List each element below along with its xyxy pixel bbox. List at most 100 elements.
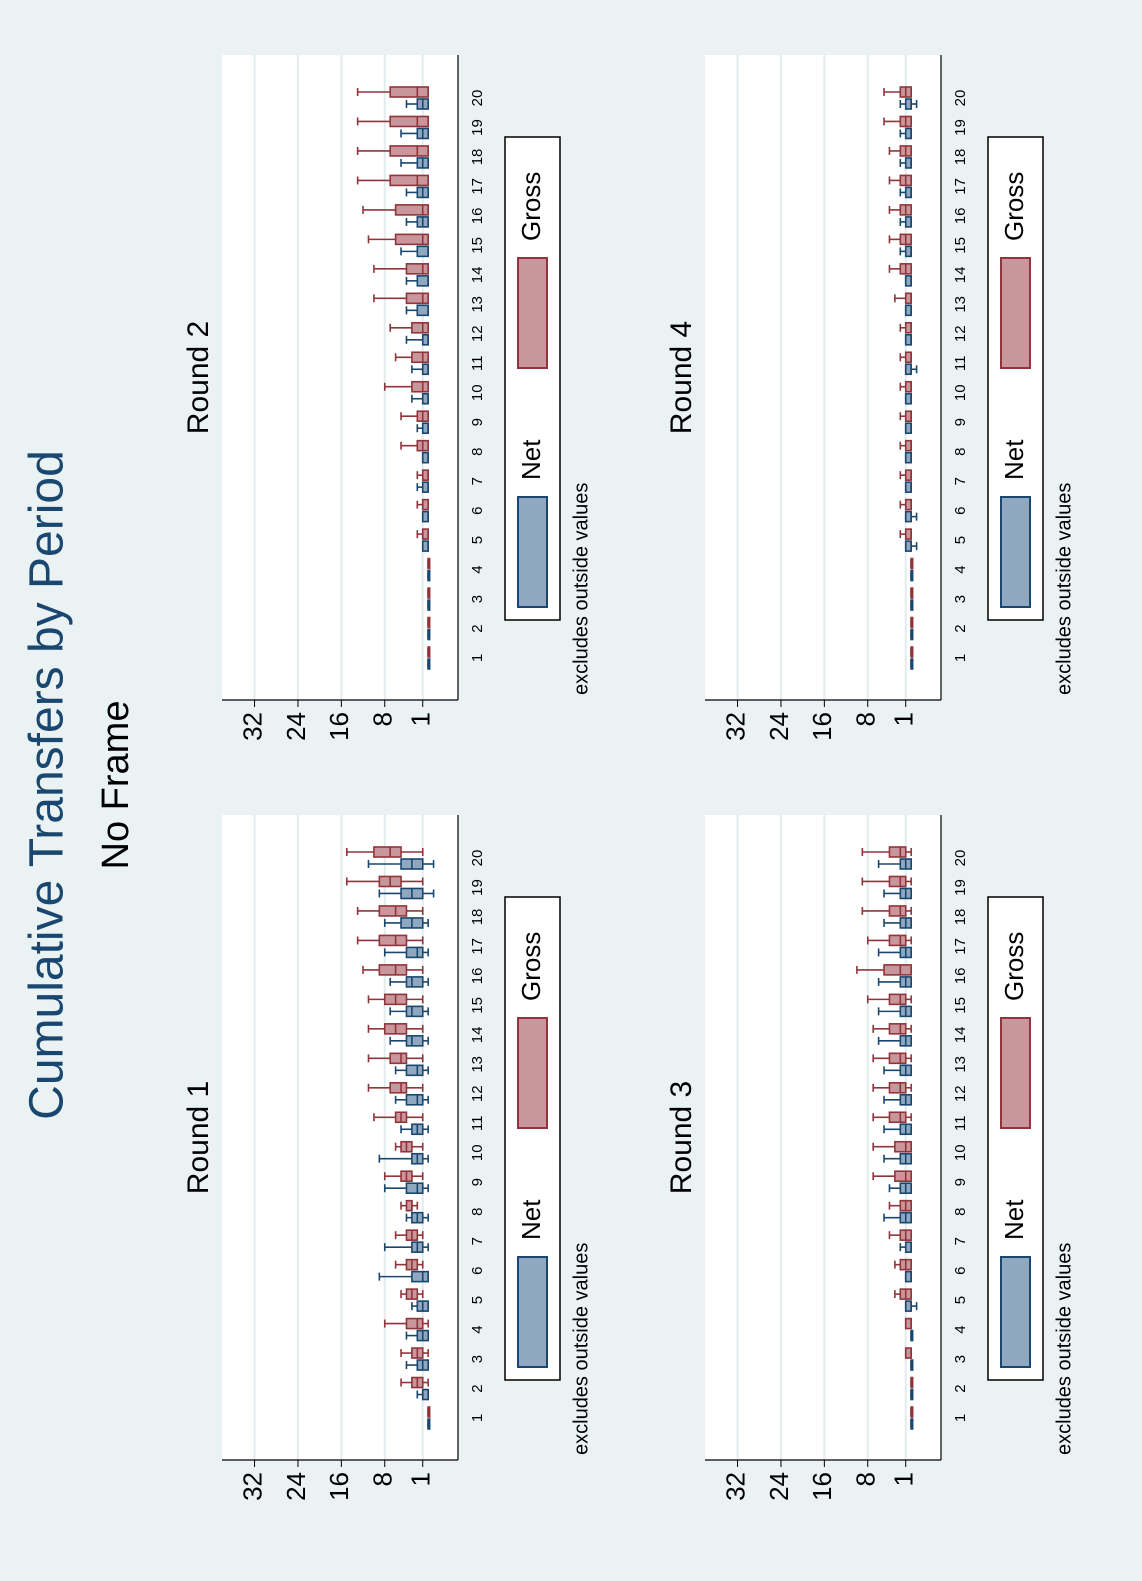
x-tick-label: 4 — [952, 565, 969, 573]
box — [904, 481, 912, 493]
note: excludes outside values — [1053, 1243, 1075, 1455]
y-tick-label: 32 — [237, 712, 267, 741]
x-tick-label: 10 — [952, 384, 969, 401]
x-tick-label: 4 — [469, 1325, 486, 1333]
x-tick-label: 17 — [469, 938, 486, 955]
box — [405, 946, 424, 959]
legend-swatch — [1000, 1256, 1031, 1368]
x-tick-label: 4 — [469, 565, 486, 573]
box — [416, 275, 429, 287]
x-tick-label: 14 — [469, 266, 486, 283]
plot-area — [222, 55, 458, 700]
x-tick-label: 9 — [952, 418, 969, 426]
box — [421, 1388, 429, 1401]
x-tick-label: 10 — [469, 1144, 486, 1161]
box — [378, 964, 408, 976]
y-tick-label: 32 — [720, 1472, 750, 1501]
x-tick-label: 18 — [469, 149, 486, 166]
x-tick-label: 5 — [952, 1296, 969, 1304]
box — [411, 351, 429, 364]
x-tick-label: 15 — [952, 237, 969, 254]
box — [904, 186, 912, 199]
x-tick-label: 7 — [469, 477, 486, 485]
box — [405, 976, 424, 988]
x-tick-label: 7 — [952, 1237, 969, 1245]
y-tick-label: 16 — [324, 712, 354, 741]
y-tick-label: 32 — [720, 712, 750, 741]
box — [904, 98, 912, 110]
legend-swatch — [517, 496, 548, 608]
x-tick-label: 1 — [469, 654, 486, 662]
legend-swatch — [517, 257, 548, 369]
box — [904, 245, 912, 258]
box — [904, 1300, 912, 1312]
x-tick-label: 1 — [952, 1414, 969, 1422]
x-tick-label: 6 — [469, 1266, 486, 1274]
box — [888, 934, 907, 947]
box — [405, 1199, 413, 1212]
box — [378, 934, 408, 947]
x-tick-label: 15 — [469, 237, 486, 254]
x-tick-label: 11 — [469, 355, 486, 371]
plot-area — [705, 815, 941, 1460]
x-tick-label: 10 — [952, 1144, 969, 1161]
box — [405, 1182, 424, 1195]
y-tick-label: 8 — [851, 1472, 881, 1486]
x-tick-label: 18 — [469, 909, 486, 926]
x-tick-label: 19 — [469, 879, 486, 896]
x-tick-label: 8 — [469, 1208, 486, 1216]
x-tick-label: 17 — [469, 178, 486, 195]
x-tick-label: 8 — [952, 448, 969, 456]
box — [421, 498, 429, 511]
box — [888, 846, 907, 858]
box — [405, 1093, 424, 1106]
x-tick-label: 13 — [952, 296, 969, 313]
y-tick-label: 1 — [406, 1472, 436, 1486]
box — [904, 528, 912, 540]
x-tick-label: 18 — [952, 909, 969, 926]
box — [904, 275, 912, 287]
box — [888, 875, 907, 888]
box — [405, 1317, 424, 1330]
main-title: Cumulative Transfers by Period — [21, 450, 74, 1120]
box — [904, 216, 912, 228]
box — [405, 263, 429, 275]
box — [405, 292, 429, 305]
box — [888, 1052, 907, 1065]
box — [904, 292, 912, 305]
box — [904, 351, 912, 364]
box — [904, 410, 912, 423]
panel-title: Round 4 — [665, 321, 698, 434]
box — [894, 1140, 912, 1153]
x-tick-label: 5 — [952, 536, 969, 544]
x-tick-label: 6 — [952, 1266, 969, 1274]
y-tick-label: 8 — [368, 712, 398, 726]
legend-label: Gross — [516, 932, 546, 1001]
x-tick-label: 11 — [952, 1115, 969, 1131]
x-tick-label: 2 — [469, 624, 486, 632]
x-tick-label: 17 — [952, 178, 969, 195]
y-tick-label: 24 — [764, 1472, 794, 1501]
x-tick-label: 13 — [469, 1056, 486, 1073]
panel-title: Round 2 — [182, 321, 215, 434]
legend-label: Gross — [999, 172, 1029, 241]
box — [904, 540, 912, 552]
y-tick-label: 16 — [324, 1472, 354, 1501]
legend-label: Net — [999, 439, 1029, 480]
box — [904, 127, 912, 140]
box — [405, 1064, 424, 1077]
x-tick-label: 3 — [952, 1355, 969, 1363]
x-tick-label: 5 — [469, 536, 486, 544]
box — [904, 392, 912, 405]
x-tick-label: 19 — [952, 119, 969, 136]
plot-area — [222, 815, 458, 1460]
x-tick-label: 2 — [952, 1384, 969, 1392]
box — [888, 905, 907, 917]
panel-title: Round 3 — [665, 1081, 698, 1194]
x-tick-label: 16 — [469, 208, 486, 225]
y-tick-label: 24 — [281, 712, 311, 741]
box — [421, 363, 429, 376]
y-tick-label: 32 — [237, 1472, 267, 1501]
box — [389, 145, 429, 157]
